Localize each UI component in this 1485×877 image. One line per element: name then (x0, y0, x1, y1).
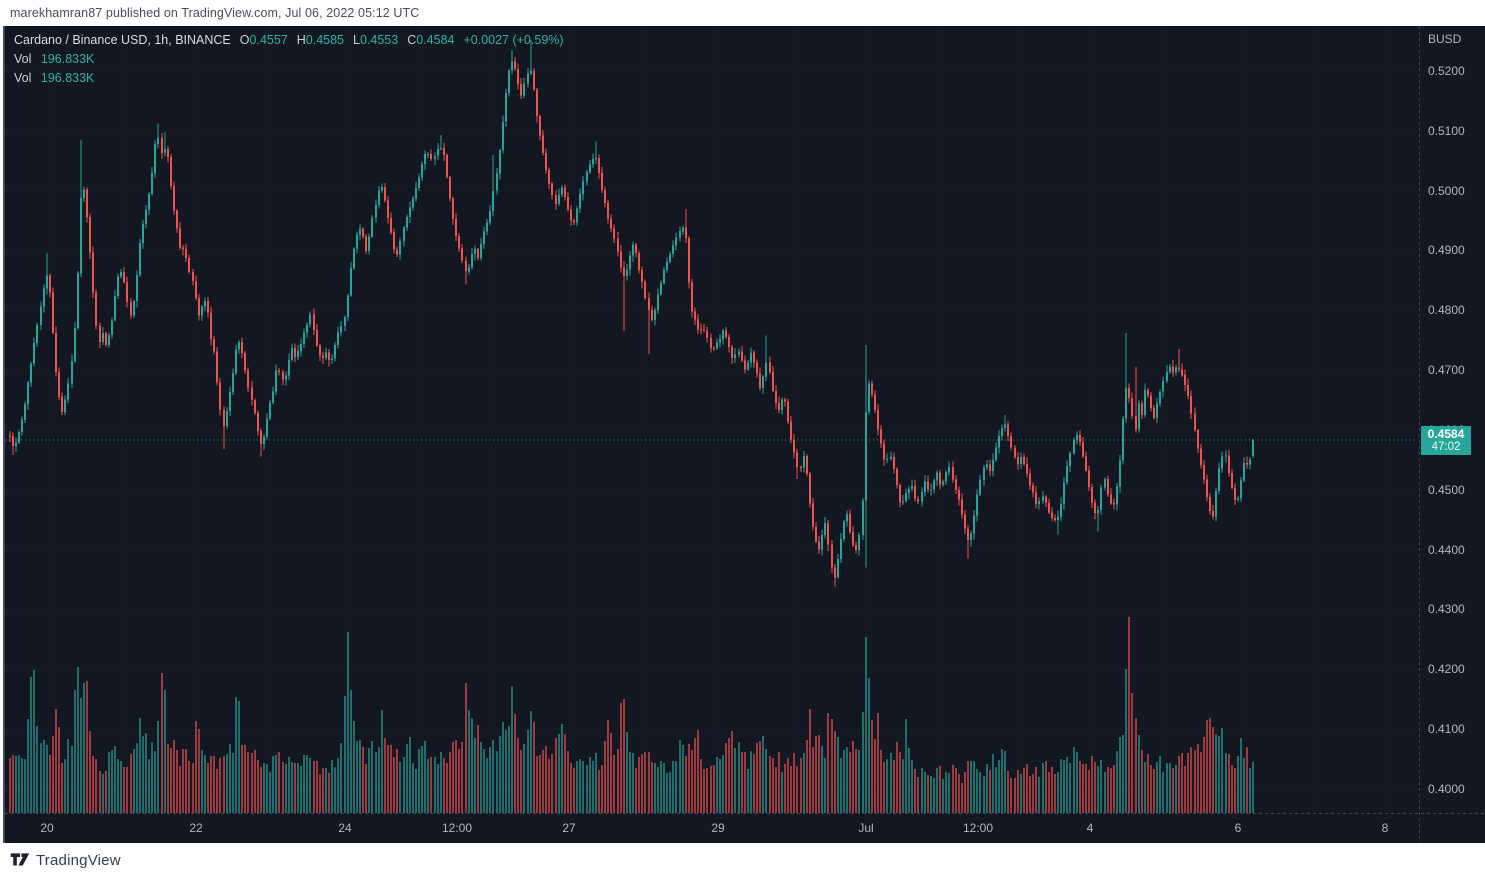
attribution-text: marekhamran87 published on TradingView.c… (10, 6, 420, 20)
last-price-label: 0.4584 47:02 (1421, 425, 1471, 455)
attribution-bar: marekhamran87 published on TradingView.c… (0, 0, 1485, 26)
chart-area: Cardano / Binance USD, 1h, BINANCE O0.455… (0, 26, 1485, 843)
axis-separators (5, 26, 1485, 843)
time-tick-label: 4 (1086, 821, 1094, 835)
price-tick-label: 0.5000 (1428, 183, 1465, 198)
time-tick-label: 22 (189, 821, 203, 835)
footer: TradingView (0, 843, 1485, 877)
time-tick-label: 27 (562, 821, 576, 835)
price-tick-label: 0.4700 (1428, 363, 1465, 378)
price-tick-label: 0.4300 (1428, 602, 1465, 617)
tradingview-logo-icon[interactable] (10, 852, 30, 869)
price-tick-label: 0.4400 (1428, 542, 1465, 557)
time-tick-label: 29 (711, 821, 725, 835)
tradingview-wordmark[interactable]: TradingView (36, 851, 121, 869)
candles (9, 39, 1254, 587)
time-tick-label: 20 (40, 821, 54, 835)
chart-background (5, 26, 1485, 843)
volume-bars (9, 617, 1254, 813)
time-tick-label: 12:00 (962, 821, 994, 835)
price-axis-currency: BUSD (1428, 32, 1462, 46)
price-tick-label: 0.4500 (1428, 482, 1465, 497)
price-tick-label: 0.4800 (1428, 303, 1465, 318)
time-tick-label: 8 (1381, 821, 1389, 835)
time-tick-label: 6 (1234, 821, 1242, 835)
price-tick-label: 0.4100 (1428, 722, 1465, 737)
time-tick-label: Jul (858, 821, 874, 835)
price-tick-label: 0.5200 (1428, 64, 1465, 78)
price-tick-label: 0.4200 (1428, 662, 1465, 677)
bar-countdown: 47:02 (1431, 440, 1461, 453)
time-tick-label: 12:00 (441, 821, 473, 835)
time-tick-label: 24 (338, 821, 352, 835)
price-tick-label: 0.5100 (1428, 123, 1465, 138)
chart-left-border (3, 26, 5, 843)
candlestick-chart-pane[interactable] (0, 26, 1485, 843)
last-price-value: 0.4584 (1427, 426, 1465, 441)
price-tick-label: 0.4900 (1428, 243, 1465, 258)
price-tick-label: 0.4000 (1428, 781, 1465, 796)
